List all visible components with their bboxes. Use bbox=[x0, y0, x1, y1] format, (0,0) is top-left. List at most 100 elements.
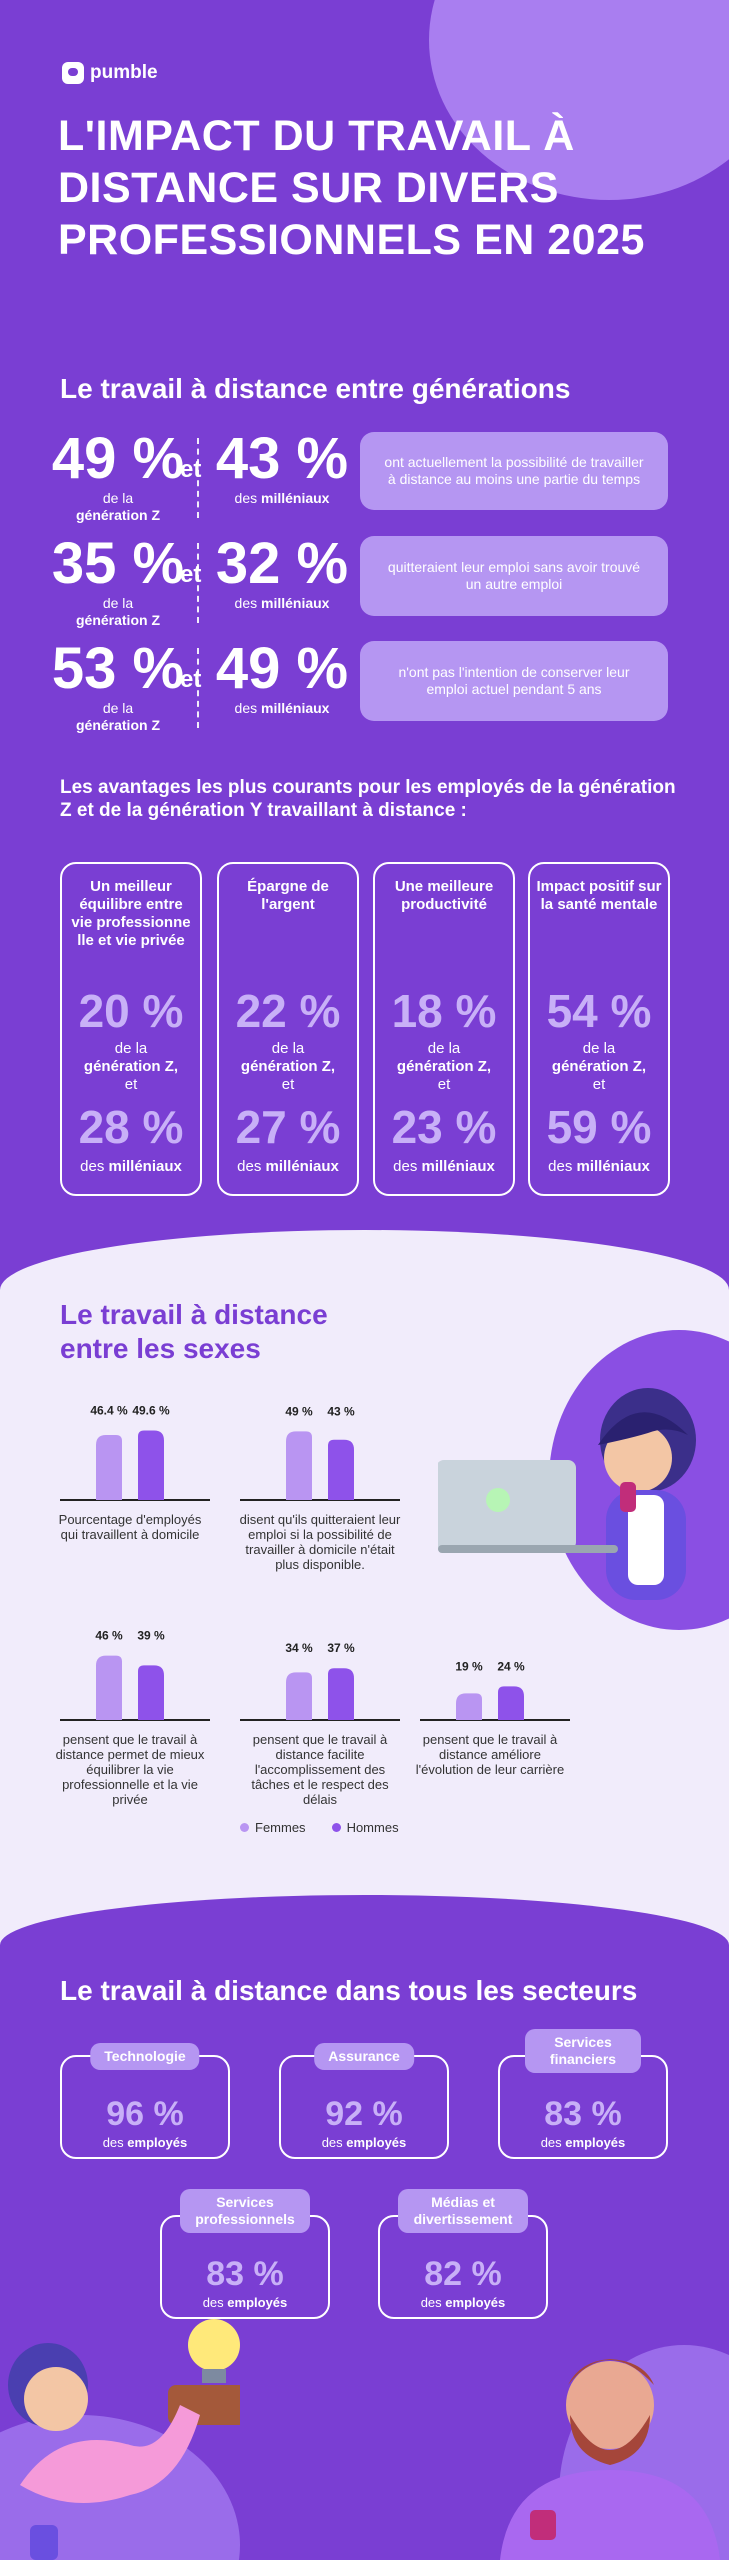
generation-stat-row: 53 % de la génération Z et 49 % des mill… bbox=[0, 638, 729, 738]
sector-sub-2: employés bbox=[565, 2135, 626, 2150]
sector-tag: Assurance bbox=[314, 2043, 414, 2070]
genz-percent: 20 % bbox=[78, 985, 184, 1037]
chart-caption: Pourcentage d'employés qui travaillent à… bbox=[58, 1512, 202, 1542]
sector-sub-2: employés bbox=[346, 2135, 407, 2150]
millennials-label-2: milléniaux bbox=[576, 1158, 650, 1175]
genz-label-1: de la bbox=[114, 1040, 148, 1057]
sector-card: Assurance 92 % des employés bbox=[279, 2043, 449, 2159]
genz-percent: 49 % bbox=[51, 426, 185, 491]
chart-group: 49 % 43 % bbox=[240, 1404, 400, 1501]
brand-logo[interactable]: pumble bbox=[62, 62, 158, 84]
genz-stat: 49 % de la génération Z bbox=[48, 428, 188, 524]
sector-sub-2: employés bbox=[127, 2135, 188, 2150]
millennials-percent: 32 % bbox=[215, 531, 349, 596]
millennials-percent: 49 % bbox=[215, 636, 349, 701]
sectors-heading: Le travail à distance dans tous les sect… bbox=[60, 1975, 638, 2006]
bar-label-femmes: 19 % bbox=[455, 1659, 483, 1673]
bar-label-femmes: 46.4 % bbox=[90, 1404, 128, 1418]
millennials-percent: 43 % bbox=[215, 426, 349, 491]
sector-percent: 83 % bbox=[206, 2255, 284, 2293]
bar-femmes bbox=[456, 1693, 482, 1720]
bar-label-hommes: 39 % bbox=[137, 1629, 165, 1643]
sector-sub: des employés bbox=[500, 2135, 666, 2150]
sector-tag: Services financiers bbox=[525, 2029, 641, 2073]
stat-description: n'ont pas l'intention de conserver leur … bbox=[360, 641, 668, 721]
millennials-label-1: des bbox=[234, 490, 258, 506]
advantages-heading: Les avantages les plus courants pour les… bbox=[60, 777, 676, 821]
millennials-label-1: des bbox=[234, 595, 258, 611]
millennials-label-2: milléniaux bbox=[261, 490, 330, 506]
bar-label-hommes: 49.6 % bbox=[132, 1404, 170, 1418]
millennials-percent: 27 % bbox=[235, 1101, 341, 1153]
sector-percent: 92 % bbox=[325, 2095, 403, 2133]
advantage-title: Épargne de l'argent bbox=[247, 878, 329, 913]
et-connector: et bbox=[180, 456, 202, 483]
legend-item-hommes: Hommes bbox=[331, 1820, 399, 1835]
genz-label-2: génération Z, bbox=[551, 1058, 647, 1075]
generations-section: pumble L'IMPACT DU TRAVAIL À DISTANCE SU… bbox=[0, 0, 729, 1196]
millennials-label-2: milléniaux bbox=[108, 1158, 182, 1175]
divider bbox=[197, 438, 199, 518]
bar-hommes bbox=[138, 1665, 164, 1720]
millennials-label-1: des bbox=[548, 1158, 573, 1175]
chart-legend: Femmes Hommes bbox=[240, 1820, 399, 1835]
advantage-card: Impact positif sur la santé mentale 54 %… bbox=[528, 862, 670, 1196]
sector-percent: 82 % bbox=[424, 2255, 502, 2293]
sector-sub: des employés bbox=[62, 2135, 228, 2150]
millennials-label-1: des bbox=[237, 1158, 262, 1175]
generation-stat-row: 49 % de la génération Z et 43 % des mill… bbox=[0, 428, 729, 528]
bar-label-hommes: 24 % bbox=[497, 1659, 525, 1673]
genz-label: de la génération Z, et bbox=[66, 1040, 196, 1094]
millennials-label: des milléniaux bbox=[375, 1158, 513, 1175]
sector-sub-1: des bbox=[102, 2135, 124, 2150]
genz-label-2: génération Z, bbox=[240, 1058, 336, 1075]
bar-hommes bbox=[498, 1686, 524, 1720]
sector-card: Médias et divertissement 82 % des employ… bbox=[378, 2189, 548, 2319]
bar-label-femmes: 49 % bbox=[285, 1404, 313, 1418]
bar-femmes bbox=[96, 1655, 122, 1720]
millennials-percent: 23 % bbox=[391, 1101, 497, 1153]
millennials-stat: 49 % des milléniaux bbox=[212, 638, 352, 717]
bar-hommes bbox=[328, 1668, 354, 1720]
sector-sub-1: des bbox=[420, 2295, 442, 2310]
advantage-title: Impact positif sur la santé mentale bbox=[536, 878, 662, 913]
millennials-stat: 43 % des milléniaux bbox=[212, 428, 352, 507]
gender-bar-chart: 46.4 % 49.6 % 49 % 43 % 46 % 39 % 34 % 37 % 19 %… bbox=[60, 1404, 570, 1721]
person-with-laptop-illustration bbox=[438, 1388, 696, 1600]
genz-label-2: génération Z, bbox=[396, 1058, 492, 1075]
sector-percent: 96 % bbox=[106, 2095, 184, 2133]
genz-percent: 35 % bbox=[51, 531, 185, 596]
generations-heading: Le travail à distance entre générations bbox=[60, 373, 571, 404]
genz-label-2: génération Z, bbox=[83, 1058, 179, 1075]
genz-percent: 53 % bbox=[51, 636, 185, 701]
legend-label: Femmes bbox=[255, 1820, 306, 1835]
genz-label-1: de la bbox=[427, 1040, 461, 1057]
page-title: L'IMPACT DU TRAVAIL À DISTANCE SUR DIVER… bbox=[58, 112, 645, 264]
millennials-label-1: des bbox=[234, 700, 258, 716]
genz-label-1: de la bbox=[102, 700, 134, 716]
woman-with-lightbulb-illustration bbox=[8, 2319, 240, 2560]
genz-label-1: de la bbox=[102, 490, 134, 506]
sector-sub: des employés bbox=[281, 2135, 447, 2150]
bar-femmes bbox=[286, 1431, 312, 1500]
et-connector: et bbox=[180, 561, 202, 588]
bar-hommes bbox=[138, 1430, 164, 1500]
sector-sub-2: employés bbox=[227, 2295, 288, 2310]
millennials-label-1: des bbox=[393, 1158, 418, 1175]
advantage-card: Épargne de l'argent 22 % de la génération… bbox=[217, 862, 359, 1196]
sector-percent: 83 % bbox=[544, 2095, 622, 2133]
millennials-label: des milléniaux bbox=[530, 1158, 668, 1175]
genz-label: de la génération Z, et bbox=[379, 1040, 509, 1094]
advantage-title: Un meilleur équilibre entre vie professi… bbox=[71, 878, 191, 949]
divider bbox=[197, 648, 199, 728]
sector-tag: Services professionnels bbox=[180, 2189, 310, 2233]
millennials-label-2: milléniaux bbox=[421, 1158, 495, 1175]
sector-card: Technologie 96 % des employés bbox=[60, 2043, 230, 2159]
sexes-heading: Le travail à distance entre les sexes bbox=[60, 1299, 328, 1364]
genz-label-1: de la bbox=[102, 595, 134, 611]
chart-caption: disent qu'ils quitteraient leur emploi s… bbox=[239, 1512, 401, 1572]
chart-caption: pensent que le travail à distance amélio… bbox=[415, 1732, 565, 1777]
legend-dot-icon bbox=[331, 1823, 341, 1832]
sector-sub-1: des bbox=[540, 2135, 562, 2150]
stat-description: ont actuellement la possibilité de trava… bbox=[360, 432, 668, 510]
